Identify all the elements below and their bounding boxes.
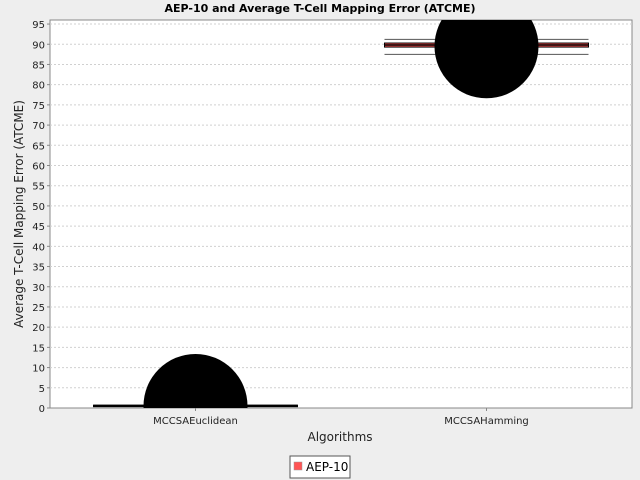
x-tick-label: MCCSAEuclidean — [153, 416, 238, 427]
y-tick-label: 0 — [39, 404, 45, 415]
y-axis-label: Average T-Cell Mapping Error (ATCME) — [12, 100, 26, 328]
y-tick-label: 80 — [32, 81, 45, 92]
mean-marker — [143, 353, 248, 408]
legend: AEP-10 — [289, 455, 351, 479]
y-tick-label: 95 — [32, 20, 45, 31]
y-tick-label: 30 — [32, 283, 45, 294]
y-tick-label: 25 — [32, 303, 45, 314]
legend-label: AEP-10 — [306, 460, 348, 474]
mean-marker — [434, 20, 539, 99]
y-tick-label: 65 — [32, 141, 45, 152]
y-axis: 0 5 10 15 20 25 30 35 40 45 50 55 60 65 70 75 80 85 90 95 — [32, 20, 50, 415]
y-tick-label: 5 — [39, 384, 45, 395]
y-tick-label: 50 — [32, 202, 45, 213]
y-tick-label: 45 — [32, 222, 45, 233]
plot-area — [49, 19, 633, 409]
box-MCCSAHamming — [384, 20, 589, 99]
legend-box — [289, 455, 351, 479]
y-tick-label: 85 — [32, 60, 45, 71]
x-tick-label: MCCSAHamming — [444, 416, 529, 427]
x-axis: MCCSAEuclidean MCCSAHamming — [153, 408, 529, 427]
y-tick-label: 15 — [32, 343, 45, 354]
y-tick-label: 70 — [32, 121, 45, 132]
y-tick-label: 40 — [32, 242, 45, 253]
boxes — [93, 20, 589, 408]
y-tick-label: 35 — [32, 263, 45, 274]
y-tick-label: 75 — [32, 101, 45, 112]
y-tick-label: 60 — [32, 162, 45, 173]
y-tick-label: 10 — [32, 364, 45, 375]
chart-title: AEP-10 and Average T-Cell Mapping Error … — [164, 2, 475, 15]
y-tick-label: 55 — [32, 182, 45, 193]
legend-swatch — [293, 461, 303, 471]
box-MCCSAEuclidean — [93, 353, 298, 408]
x-axis-label: Algorithms — [307, 430, 372, 444]
y-tick-label: 90 — [32, 40, 45, 51]
y-tick-label: 20 — [32, 323, 45, 334]
